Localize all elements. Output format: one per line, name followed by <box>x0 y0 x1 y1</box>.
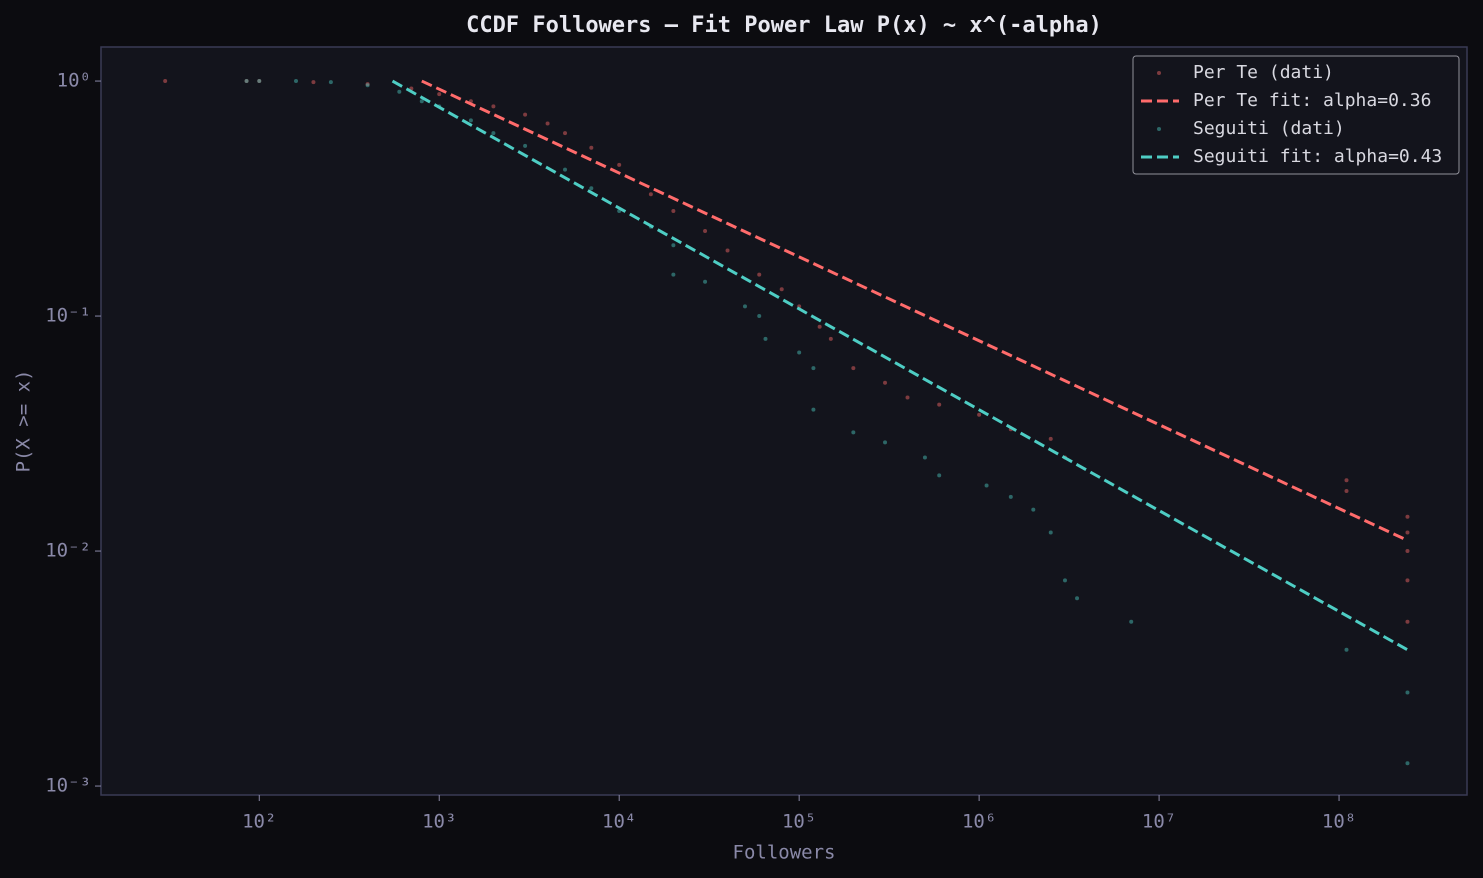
data-point <box>763 336 768 341</box>
data-point <box>1031 507 1036 512</box>
data-point <box>244 79 249 84</box>
data-point <box>671 272 676 277</box>
data-point <box>491 131 496 136</box>
data-point <box>757 272 762 277</box>
data-point <box>1075 596 1080 601</box>
data-point <box>163 79 168 84</box>
data-point <box>523 112 528 117</box>
data-point <box>468 118 473 123</box>
legend-marker <box>1157 71 1161 75</box>
x-tick-label: 10² <box>242 811 276 833</box>
data-point <box>1405 549 1410 554</box>
data-point <box>491 104 496 109</box>
x-tick-label: 10⁴ <box>602 811 636 833</box>
data-point <box>563 167 568 172</box>
x-tick-label: 10⁶ <box>962 811 996 833</box>
data-point <box>365 83 370 88</box>
data-point <box>545 121 550 126</box>
chart-title: CCDF Followers — Fit Power Law P(x) ~ x^… <box>466 13 1102 38</box>
data-point <box>1405 530 1410 535</box>
data-point <box>742 304 747 309</box>
data-point <box>437 92 442 97</box>
data-point <box>311 80 316 85</box>
data-point <box>1344 647 1349 652</box>
data-point <box>328 80 333 85</box>
y-tick-label: 10⁰ <box>57 70 91 92</box>
data-point <box>883 380 888 385</box>
data-point <box>257 79 262 84</box>
data-point <box>828 336 833 341</box>
legend-marker <box>1157 127 1161 131</box>
data-point <box>563 131 568 136</box>
data-point <box>811 407 816 412</box>
data-point <box>1344 478 1349 483</box>
data-point <box>703 229 708 234</box>
data-point <box>797 350 802 355</box>
fit-line <box>421 79 1409 542</box>
data-point <box>589 186 594 191</box>
data-point <box>293 79 298 84</box>
data-point <box>757 314 762 319</box>
legend: Per Te (dati) Per Te fit: alpha=0.36 Segui… <box>1132 55 1460 175</box>
legend-box <box>1132 55 1460 175</box>
data-point <box>419 99 424 104</box>
data-point <box>1008 494 1013 499</box>
data-point <box>922 455 927 460</box>
data-point <box>1048 436 1053 441</box>
data-point <box>851 366 856 371</box>
data-point <box>257 79 262 84</box>
data-point <box>1405 578 1410 583</box>
data-point <box>905 395 910 400</box>
data-point <box>589 145 594 150</box>
x-tick-label: 10⁸ <box>1322 811 1356 833</box>
x-tick-label: 10⁵ <box>782 811 816 833</box>
data-point <box>1405 690 1410 695</box>
data-point <box>851 430 856 435</box>
data-point <box>523 143 528 148</box>
legend-label: Seguiti (dati) <box>1193 118 1345 139</box>
data-point <box>811 366 816 371</box>
x-axis-label: Followers <box>733 842 836 864</box>
fit-line <box>391 79 1409 652</box>
data-point <box>1405 761 1410 766</box>
data-point <box>1344 489 1349 494</box>
data-point <box>977 412 982 417</box>
data-point <box>779 287 784 292</box>
y-tick-label: 10⁻¹ <box>45 305 91 327</box>
legend-label: Per Te (dati) <box>1193 62 1334 83</box>
data-point <box>1405 514 1410 519</box>
y-tick-label: 10⁻³ <box>45 775 91 797</box>
y-tick-label: 10⁻² <box>45 540 91 562</box>
plot-marks <box>163 79 1410 766</box>
y-axis-label: P(X >= x) <box>13 370 35 473</box>
data-point <box>397 89 402 94</box>
legend-label: Per Te fit: alpha=0.36 <box>1193 90 1431 111</box>
data-point <box>671 208 676 213</box>
data-point <box>984 483 989 488</box>
x-tick-label: 10⁷ <box>1142 811 1176 833</box>
data-point <box>1062 578 1067 583</box>
data-point <box>365 82 370 87</box>
x-tick-label: 10³ <box>422 811 456 833</box>
data-point <box>648 192 653 197</box>
data-point <box>883 440 888 445</box>
legend-label: Seguiti fit: alpha=0.43 <box>1193 146 1442 167</box>
data-point <box>671 243 676 248</box>
data-point <box>937 402 942 407</box>
data-point <box>1048 530 1053 535</box>
data-point <box>617 162 622 167</box>
data-point <box>703 279 708 284</box>
data-point <box>725 248 730 253</box>
data-point <box>1405 619 1410 624</box>
data-point <box>244 79 249 84</box>
data-point <box>937 473 942 478</box>
data-point <box>817 324 822 329</box>
data-point <box>1129 619 1134 624</box>
